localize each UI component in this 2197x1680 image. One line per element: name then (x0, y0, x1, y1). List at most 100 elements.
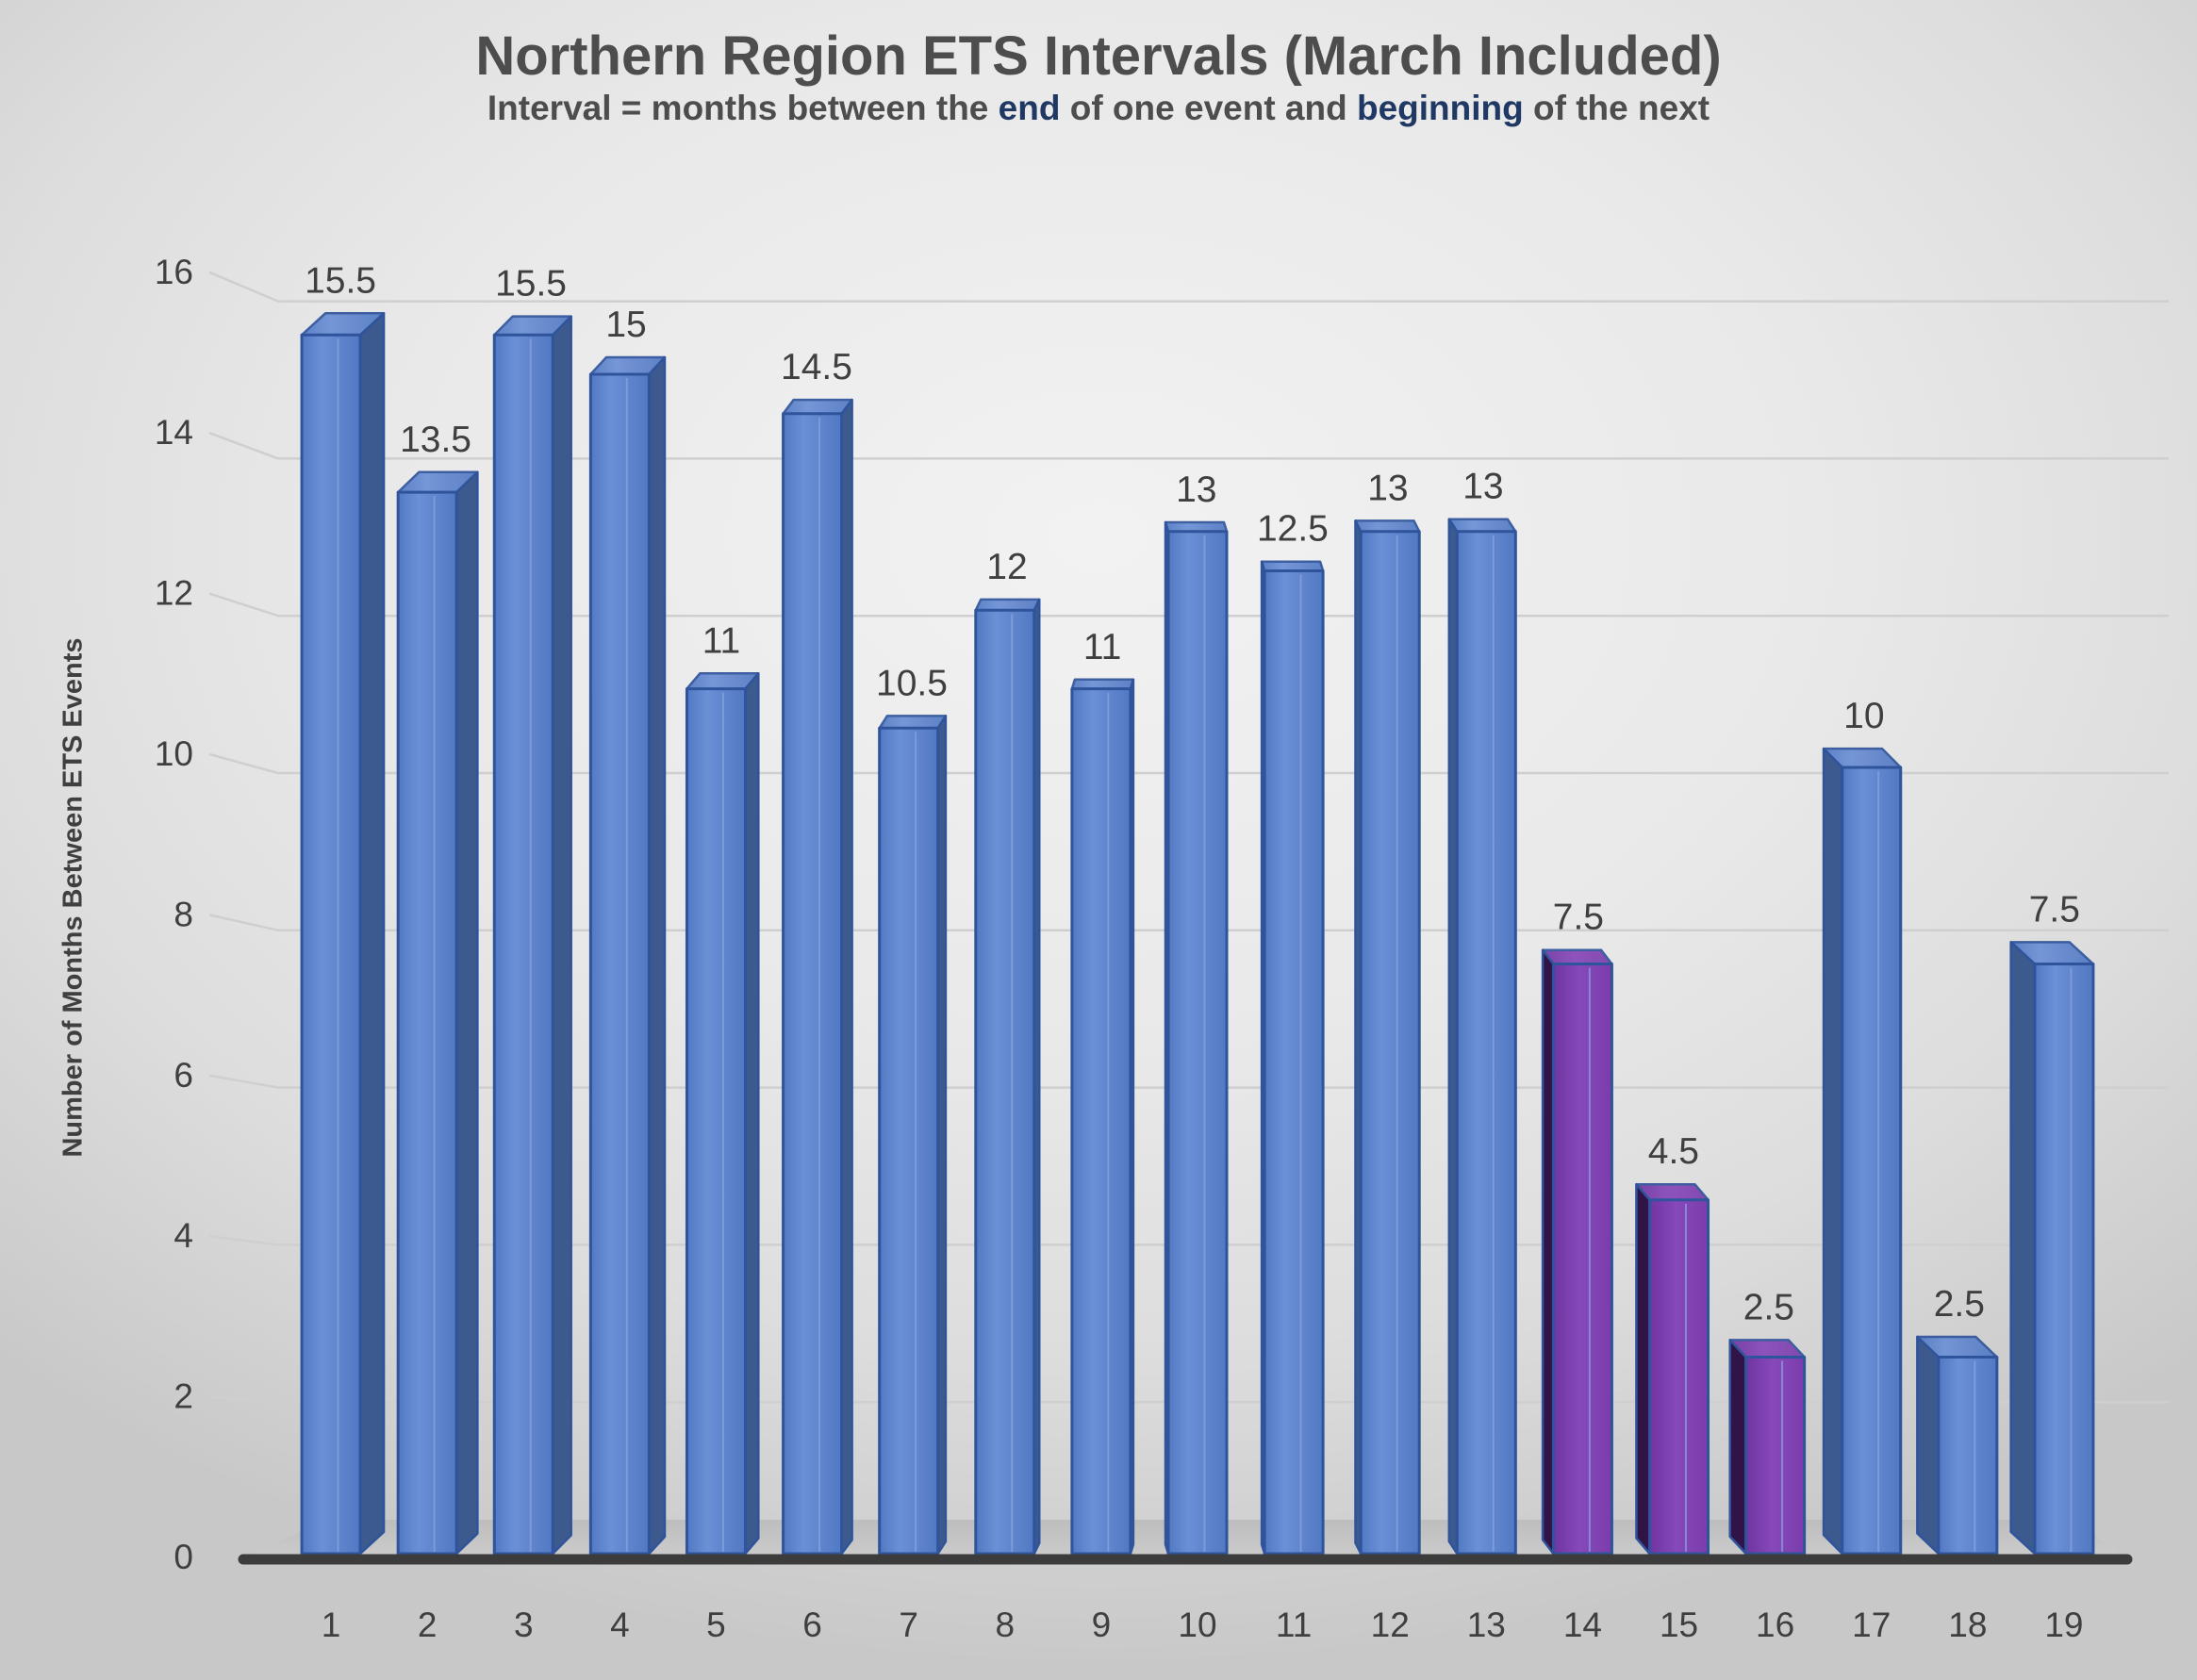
bar-front-face (492, 333, 554, 1556)
x-tick-label: 5 (706, 1606, 726, 1644)
x-tick-label: 15 (1660, 1606, 1698, 1644)
x-tick-label: 8 (996, 1606, 1016, 1644)
y-tick-label: 4 (173, 1216, 193, 1255)
bar-column-10 (1164, 520, 1229, 1556)
bar-data-label: 13 (1462, 467, 1503, 507)
bar-column-15 (1635, 1182, 1710, 1556)
bar-side-face (1541, 948, 1555, 1556)
bar-data-label: 10.5 (876, 663, 948, 703)
bar-top-face (974, 598, 1041, 612)
chart-subtitle: Interval = months between the end of one… (0, 89, 2197, 128)
bar-column-3 (492, 315, 572, 1556)
bar-column-8 (974, 598, 1041, 1556)
bar-data-label: 13.5 (400, 420, 471, 460)
bar-data-label: 13 (1176, 469, 1216, 510)
bar-data-label: 11 (1083, 627, 1122, 667)
bar-data-label: 2.5 (1743, 1287, 1794, 1327)
bar-column-16 (1728, 1339, 1807, 1556)
y-tick-label: 10 (155, 734, 193, 773)
bar-front-face (685, 687, 747, 1556)
bar-front-face (396, 490, 458, 1556)
bar-side-face (1728, 1339, 1747, 1556)
bar-side-face (552, 315, 572, 1556)
bar-column-14 (1541, 948, 1613, 1556)
bar-data-label: 12.5 (1257, 509, 1329, 550)
bar-front-face (1070, 687, 1132, 1556)
y-tick-label: 0 (173, 1538, 193, 1576)
x-tick-label: 10 (1178, 1606, 1216, 1644)
bar-side-face (358, 312, 386, 1556)
bar-data-label: 11 (702, 620, 741, 661)
y-tick-label: 12 (155, 574, 193, 613)
y-tick-label: 14 (155, 413, 193, 452)
bar-top-face (782, 398, 853, 415)
gridline-wall-segment (208, 592, 279, 618)
bar-column-9 (1070, 678, 1135, 1556)
bar-side-face (2009, 941, 2037, 1556)
bar-side-face (1635, 1182, 1651, 1556)
bar-column-6 (782, 398, 853, 1556)
x-tick-label: 12 (1371, 1606, 1410, 1644)
gridline-wall-segment (208, 1395, 279, 1404)
gridline-wall-segment (208, 914, 279, 932)
bar-side-face (840, 398, 853, 1556)
gridline-wall-segment (208, 432, 279, 460)
bar-column-1 (300, 312, 386, 1556)
bar-data-label: 15.5 (495, 264, 567, 305)
y-tick-label: 6 (173, 1056, 193, 1095)
bar-column-13 (1447, 518, 1517, 1556)
bar-data-label: 2.5 (1934, 1284, 1985, 1325)
gridline-wall-segment (208, 1074, 279, 1089)
bar-top-face (1447, 518, 1517, 534)
bar-side-face (454, 470, 479, 1556)
bar-data-label: 13 (1367, 468, 1408, 508)
subtitle-segment: of one event and (1060, 89, 1357, 127)
bar-side-face (648, 355, 667, 1556)
x-tick-label: 11 (1276, 1606, 1312, 1644)
y-tick-label: 8 (173, 895, 193, 933)
bar-front-face (878, 726, 940, 1556)
bar-front-face (1263, 569, 1325, 1556)
bar-data-label: 7.5 (1553, 898, 1604, 938)
bar-front-face (1166, 530, 1229, 1556)
bar-front-face (2033, 963, 2095, 1556)
x-tick-label: 4 (610, 1606, 630, 1644)
bar-front-face (1648, 1198, 1710, 1556)
bar-data-label: 4.5 (1648, 1131, 1699, 1172)
bar-data-label: 15.5 (305, 260, 376, 301)
x-tick-label: 6 (802, 1606, 822, 1644)
gridline-wall-segment (208, 752, 279, 775)
bar-top-face (1354, 519, 1421, 534)
gridline-wall-segment (208, 271, 279, 303)
x-tick-label: 18 (1948, 1606, 1987, 1644)
x-tick-label: 9 (1092, 1606, 1112, 1644)
x-tick-label: 17 (1852, 1606, 1891, 1644)
bar-front-face (1359, 530, 1421, 1556)
x-tick-label: 2 (418, 1606, 438, 1644)
x-tick-label: 19 (2044, 1606, 2083, 1644)
bar-data-label: 7.5 (2029, 889, 2080, 930)
bar-front-face (1937, 1356, 1999, 1556)
subtitle-segment: of the next (1523, 89, 1710, 127)
bar-data-label: 14.5 (781, 347, 852, 387)
x-tick-label: 16 (1756, 1606, 1794, 1644)
bar-front-face (1551, 963, 1613, 1556)
bar-front-face (1744, 1356, 1807, 1556)
bar-column-7 (878, 715, 948, 1556)
bar-column-4 (588, 355, 667, 1556)
bar-front-face (1841, 766, 1903, 1556)
bar-column-18 (1916, 1335, 1999, 1556)
x-tick-label: 13 (1467, 1606, 1506, 1644)
bar-front-face (782, 412, 844, 1556)
x-tick-label: 1 (322, 1606, 341, 1644)
subtitle-segment: end (998, 89, 1061, 127)
y-tick-label: 2 (173, 1377, 193, 1416)
bar-column-11 (1260, 560, 1325, 1556)
bar-side-face (1916, 1335, 1941, 1556)
bar-data-label: 15 (605, 305, 646, 345)
bar-column-12 (1354, 519, 1421, 1556)
bar-side-face (1822, 747, 1843, 1556)
bar-column-5 (685, 672, 760, 1556)
bar-front-face (300, 333, 362, 1556)
